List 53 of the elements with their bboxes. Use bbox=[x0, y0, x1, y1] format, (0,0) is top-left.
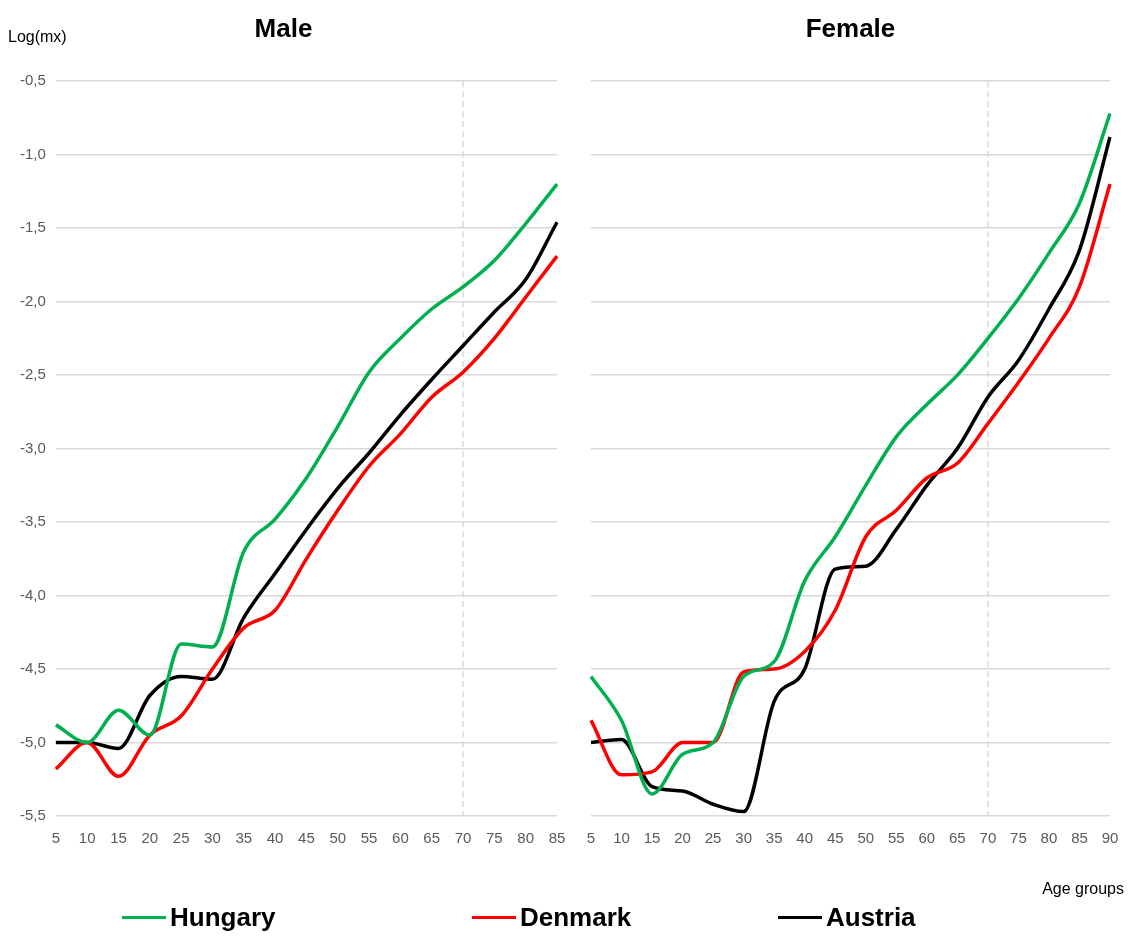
legend-label: Denmark bbox=[520, 901, 632, 933]
x-tick-label: 20 bbox=[141, 829, 159, 847]
x-tick-label: 35 bbox=[235, 829, 253, 847]
x-tick-label: 50 bbox=[857, 829, 875, 847]
chart-title: Male bbox=[254, 12, 313, 43]
x-tick-label: 50 bbox=[329, 829, 347, 847]
x-tick-label: 70 bbox=[454, 829, 472, 847]
x-tick-label: 25 bbox=[172, 829, 190, 847]
x-tick-label: 75 bbox=[486, 829, 503, 847]
x-tick-label: 80 bbox=[517, 829, 535, 847]
x-tick-label: 25 bbox=[704, 829, 722, 847]
legend-label: Austria bbox=[826, 901, 916, 933]
x-tick-label: 65 bbox=[423, 829, 441, 847]
x-tick-label: 10 bbox=[613, 829, 630, 847]
y-tick-label: -5,5 bbox=[19, 806, 46, 824]
x-tick-label: 55 bbox=[360, 829, 378, 847]
x-tick-label: 55 bbox=[887, 829, 905, 847]
x-tick-label: 60 bbox=[392, 829, 409, 847]
x-tick-label: 70 bbox=[979, 829, 997, 847]
y-axis-title: Log(mx) bbox=[8, 28, 67, 46]
x-tick-label: 5 bbox=[51, 829, 61, 847]
x-tick-label: 90 bbox=[1101, 829, 1119, 847]
y-tick-label: -2,0 bbox=[19, 291, 46, 309]
x-tick-label: 5 bbox=[586, 829, 596, 847]
x-tick-label: 85 bbox=[548, 829, 566, 847]
x-tick-label: 30 bbox=[204, 829, 221, 847]
x-tick-label: 40 bbox=[796, 829, 814, 847]
x-tick-label: 60 bbox=[918, 829, 936, 847]
x-tick-label: 30 bbox=[735, 829, 752, 847]
x-tick-label: 20 bbox=[674, 829, 691, 847]
y-tick-label: -5,0 bbox=[19, 732, 46, 750]
x-tick-label: 80 bbox=[1040, 829, 1058, 847]
y-tick-label: -3,5 bbox=[19, 512, 46, 530]
x-tick-label: 35 bbox=[765, 829, 783, 847]
y-tick-label: -0,5 bbox=[19, 71, 46, 89]
y-tick-label: -1,5 bbox=[19, 218, 46, 236]
chart-title: Female bbox=[805, 12, 896, 43]
x-tick-label: 85 bbox=[1071, 829, 1088, 847]
x-tick-label: 75 bbox=[1010, 829, 1027, 847]
x-axis-title: Age groups bbox=[1042, 880, 1124, 898]
legend-label: Hungary bbox=[170, 901, 276, 933]
x-tick-label: 40 bbox=[266, 829, 284, 847]
x-tick-label: 65 bbox=[949, 829, 966, 847]
x-tick-label: 45 bbox=[826, 829, 844, 847]
x-tick-label: 45 bbox=[298, 829, 315, 847]
x-tick-label: 15 bbox=[643, 829, 661, 847]
y-tick-label: -3,0 bbox=[19, 438, 46, 456]
y-tick-label: -1,0 bbox=[19, 144, 46, 162]
y-tick-label: -4,0 bbox=[19, 585, 46, 603]
y-tick-label: -4,5 bbox=[19, 659, 46, 677]
x-tick-label: 15 bbox=[110, 829, 127, 847]
x-tick-label: 10 bbox=[78, 829, 96, 847]
y-tick-label: -2,5 bbox=[19, 365, 46, 383]
